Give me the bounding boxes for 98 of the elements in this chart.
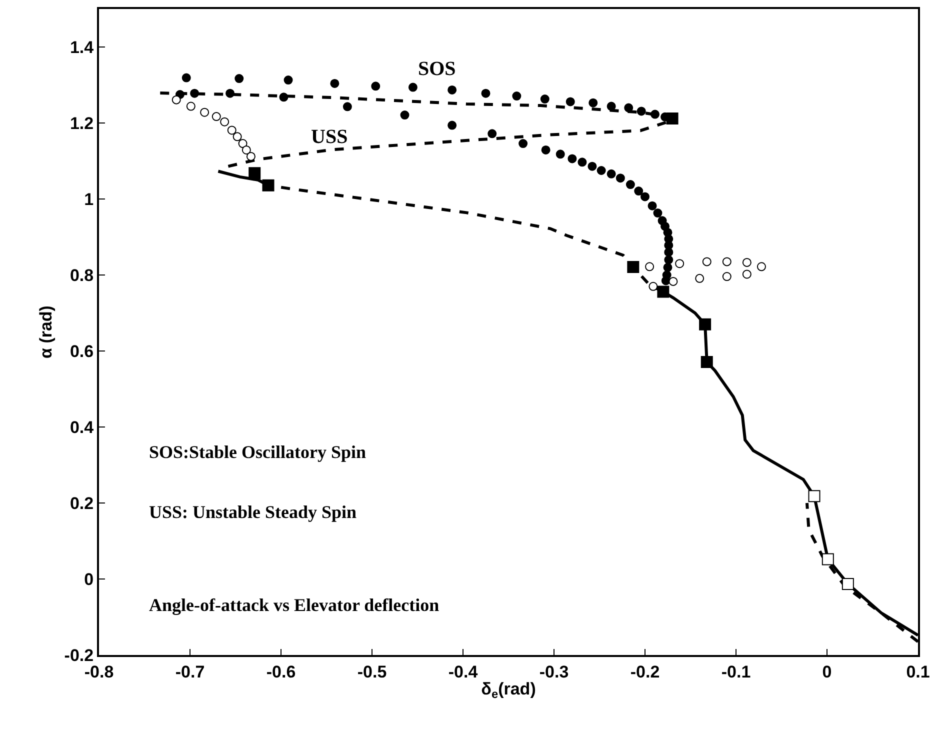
point — [842, 578, 854, 590]
point — [675, 259, 684, 268]
point — [190, 88, 200, 98]
point — [664, 248, 674, 257]
x-tick-label: -0.3 — [539, 662, 569, 682]
point — [695, 274, 704, 283]
point — [518, 139, 528, 148]
x-tick-label: -0.5 — [357, 662, 387, 682]
point — [653, 208, 662, 218]
point — [588, 162, 597, 171]
point — [742, 270, 752, 279]
point — [246, 152, 256, 161]
x-tick-label: -0.8 — [84, 662, 114, 682]
point — [242, 145, 251, 154]
point — [661, 276, 670, 286]
x-tick-label: 0 — [822, 662, 832, 682]
point — [342, 102, 352, 112]
point — [722, 272, 732, 282]
point — [648, 201, 657, 210]
x-tick-label: -0.4 — [448, 662, 478, 682]
point — [742, 258, 752, 267]
annotation: SOS:Stable Oscillatory Spin — [149, 442, 366, 462]
y-tick-label: -0.2 — [64, 646, 94, 665]
point — [212, 112, 221, 122]
x-tick-label: -0.7 — [175, 662, 205, 682]
point — [448, 120, 457, 130]
point — [606, 102, 616, 111]
y-tick-label: 0.8 — [70, 266, 94, 285]
point — [588, 98, 598, 108]
y-tick-label: 0 — [84, 570, 94, 589]
point — [822, 553, 834, 566]
point — [408, 82, 418, 92]
point — [578, 158, 587, 167]
annotation: USS: Unstable Steady Spin — [149, 502, 357, 522]
point — [556, 150, 565, 159]
point — [626, 180, 635, 190]
point — [330, 78, 340, 88]
x-tick-label: -0.1 — [721, 662, 751, 682]
point — [657, 286, 670, 298]
y-tick-label: 0.2 — [70, 494, 94, 513]
point — [663, 262, 672, 272]
x-tick-label: -0.2 — [630, 662, 660, 682]
y-tick-label: 0.6 — [70, 342, 94, 361]
point — [540, 94, 550, 104]
y-tick-label: 1.4 — [70, 38, 94, 57]
point — [568, 154, 577, 164]
y-axis-title: α (rad) — [36, 306, 56, 358]
point — [596, 166, 606, 175]
point — [606, 169, 616, 178]
point — [220, 117, 230, 126]
point — [722, 257, 732, 266]
y-tick-label: 1 — [84, 190, 94, 209]
annotation: USS — [311, 126, 348, 148]
point — [448, 85, 457, 94]
point — [636, 106, 646, 116]
point — [232, 132, 242, 142]
annotation: Angle-of-attack vs Elevator deflection — [149, 595, 440, 615]
point — [700, 356, 713, 368]
point — [616, 174, 625, 183]
point — [664, 255, 674, 264]
point — [248, 167, 261, 180]
point — [702, 257, 712, 266]
point — [634, 186, 644, 196]
x-tick-label: -0.6 — [266, 662, 296, 682]
point — [566, 97, 575, 106]
point — [648, 282, 658, 291]
point — [234, 74, 244, 84]
point — [400, 110, 410, 120]
point — [668, 276, 678, 286]
y-tick-label: 1.2 — [70, 114, 94, 133]
point — [512, 92, 522, 101]
point — [650, 110, 660, 119]
x-axis-title: δ$_{e}$(rad) — [481, 679, 536, 701]
point — [186, 102, 196, 111]
point — [227, 126, 236, 135]
point — [645, 262, 654, 272]
point — [756, 262, 766, 272]
y-tick-label: 0.4 — [70, 418, 94, 437]
point — [666, 112, 678, 124]
point — [226, 88, 235, 98]
point — [238, 139, 248, 148]
point — [541, 145, 550, 154]
point — [640, 192, 650, 202]
point — [481, 88, 490, 98]
point — [808, 490, 820, 502]
point — [172, 95, 181, 104]
x-tick-label: 0.1 — [906, 662, 930, 682]
point — [371, 82, 380, 91]
point — [182, 73, 191, 82]
point — [262, 179, 274, 192]
point — [200, 108, 210, 117]
point — [624, 103, 634, 112]
point — [284, 76, 293, 85]
point — [627, 261, 640, 274]
point — [488, 129, 497, 138]
annotation: SOS — [418, 58, 456, 80]
point — [699, 318, 712, 330]
point — [279, 92, 288, 102]
